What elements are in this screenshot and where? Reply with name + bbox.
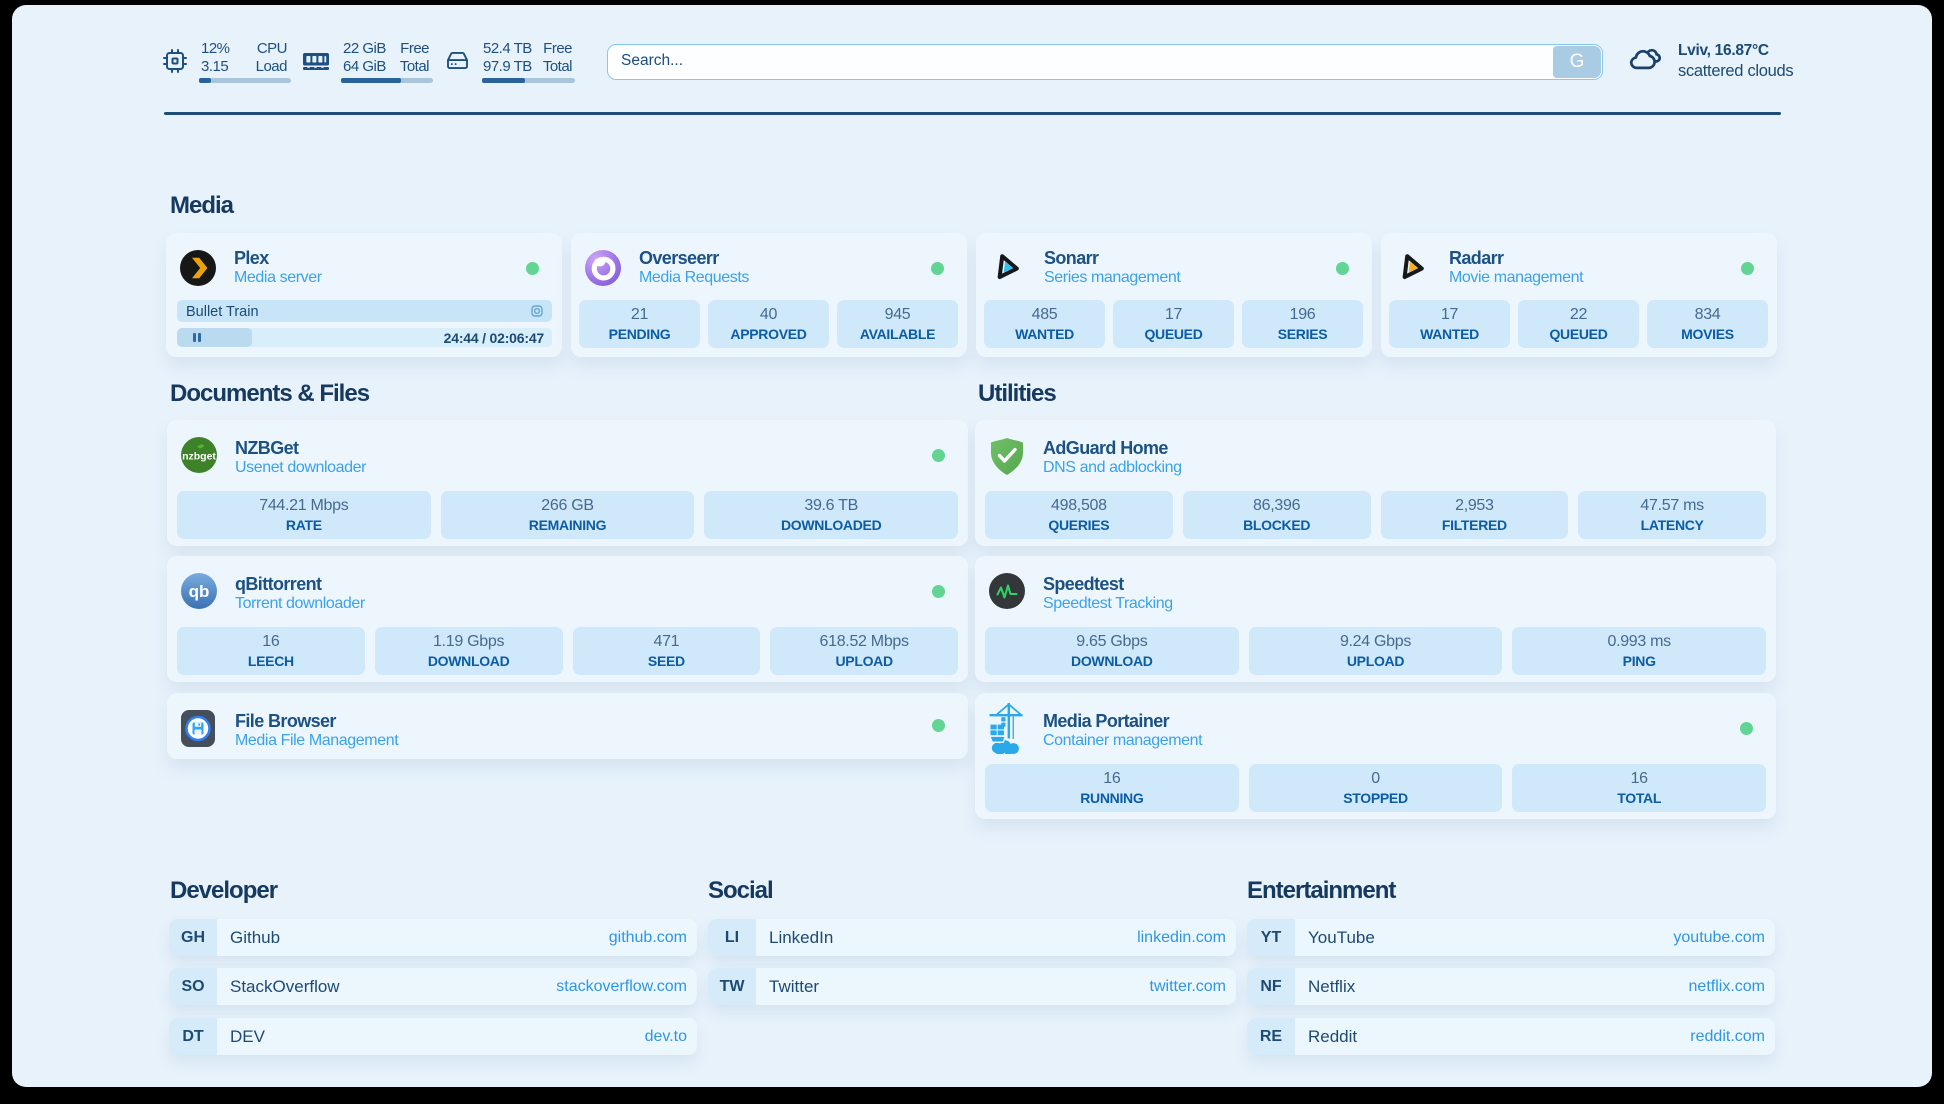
svg-text:nzbget: nzbget [182, 451, 216, 463]
svg-text:qb: qb [189, 582, 210, 601]
